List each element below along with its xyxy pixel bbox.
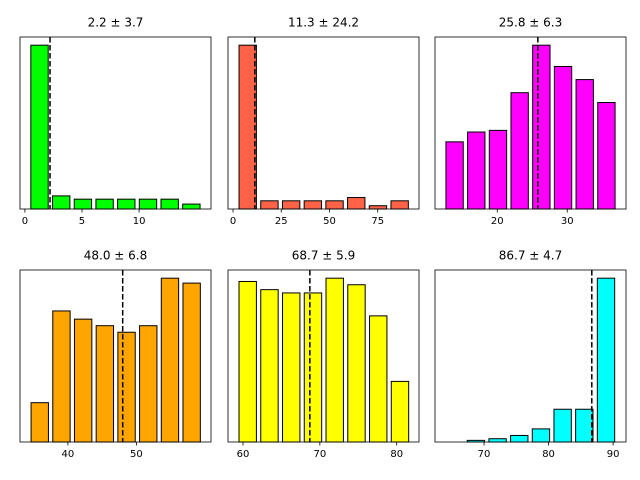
bar [575,408,594,443]
panel-title: 25.8 ± 6.3 [499,16,563,30]
axes-frame [227,36,420,210]
bar [160,198,179,210]
x-tick-label: 5 [79,216,85,227]
bar [260,289,279,443]
panel-title: 86.7 ± 4.7 [499,249,563,263]
bar [347,197,366,210]
bar [445,141,464,210]
x-tick-label: 0 [22,216,28,227]
bar [52,310,71,443]
bar [95,198,114,210]
x-tick-label: 25 [275,216,288,227]
bar [117,331,136,443]
bar [553,408,572,443]
axes-frame [434,36,627,210]
bar [467,131,486,210]
axes-frame [434,269,627,443]
bar [575,79,594,210]
panel-title: 68.7 ± 5.9 [292,249,356,263]
bar [30,402,49,443]
bar [303,200,323,210]
x-tick-label: 50 [323,216,336,227]
x-tick-label: 60 [237,449,250,460]
bar [73,318,93,443]
x-tick-label: 80 [542,449,555,460]
bar [73,198,93,210]
bar [553,65,573,210]
bar [95,325,115,443]
bar [182,282,201,443]
bar [238,280,257,443]
bar [139,325,158,443]
bar [488,438,507,443]
bar [347,284,366,443]
bar [390,200,409,210]
bar [596,277,616,443]
x-tick-label: 75 [371,216,384,227]
bar [532,44,551,210]
x-tick-label: 70 [313,449,326,460]
bar [597,102,616,210]
bar [52,195,71,210]
bar [138,198,158,210]
axes-frame [19,269,212,443]
bar [510,434,529,443]
bar [160,277,180,443]
bar [238,44,257,210]
bar [390,380,410,443]
bar [303,292,323,443]
x-tick-label: 90 [607,449,620,460]
axes-frame [227,269,420,443]
panel-title: 2.2 ± 3.7 [88,16,144,30]
x-tick-label: 30 [561,216,574,227]
x-tick-label: 10 [133,216,146,227]
x-tick-label: 20 [491,216,504,227]
x-tick-label: 70 [478,449,491,460]
bar [281,200,301,210]
bar [182,203,201,210]
x-tick-label: 50 [130,449,143,460]
bar [30,44,49,210]
bar [510,92,529,210]
x-tick-label: 40 [62,449,75,460]
bar [369,315,388,443]
bar [260,200,279,210]
bar [325,200,344,210]
x-tick-label: 0 [230,216,236,227]
x-tick-label: 80 [390,449,403,460]
axes-frame [19,36,212,210]
bar [325,277,344,443]
bar [488,129,508,210]
bar [282,292,301,443]
bar [117,198,136,210]
bar [531,428,551,443]
panel-title: 11.3 ± 24.2 [288,16,359,30]
panel-title: 48.0 ± 6.8 [84,249,148,263]
bar [368,205,388,210]
